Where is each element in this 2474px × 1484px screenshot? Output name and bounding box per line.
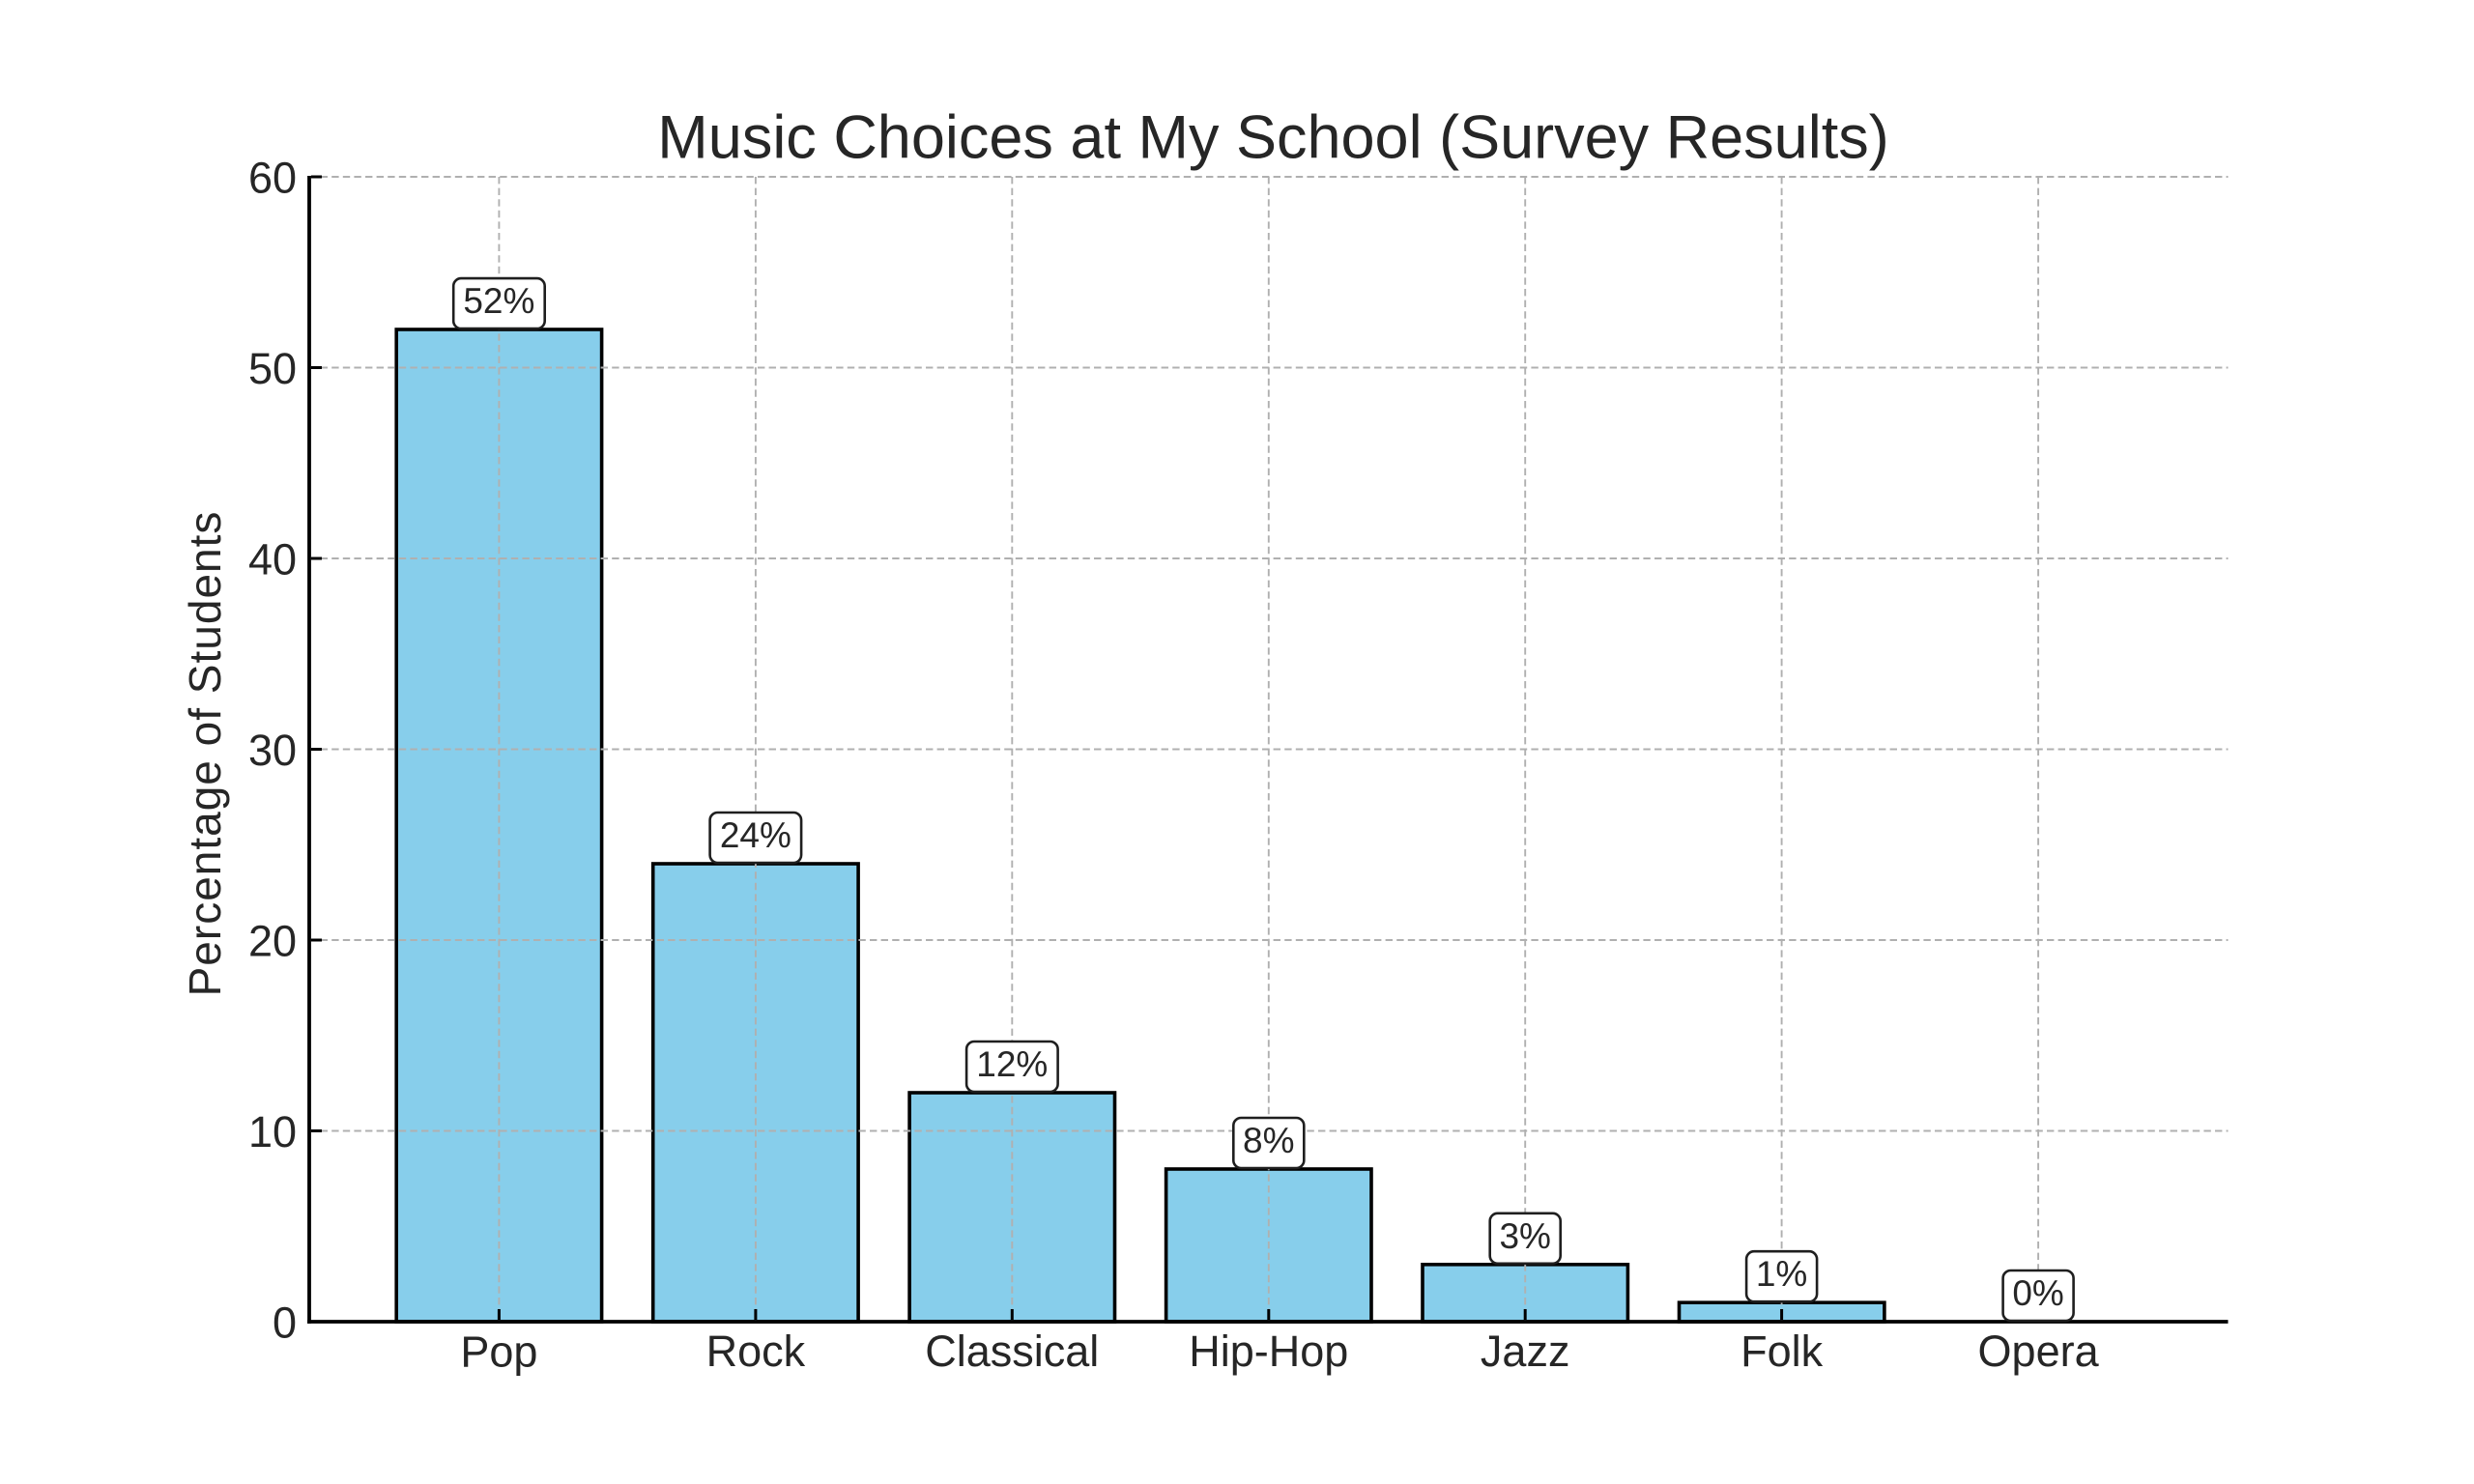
svg-text:52%: 52% <box>463 281 534 321</box>
svg-text:Pop: Pop <box>460 1327 537 1377</box>
svg-text:50: 50 <box>248 344 297 393</box>
svg-text:Hip-Hop: Hip-Hop <box>1189 1327 1348 1376</box>
svg-text:20: 20 <box>248 916 297 965</box>
svg-text:Folk: Folk <box>1740 1327 1824 1376</box>
svg-text:8%: 8% <box>1243 1121 1294 1160</box>
svg-text:10: 10 <box>248 1107 297 1156</box>
svg-text:30: 30 <box>248 726 297 775</box>
svg-text:Classical: Classical <box>925 1327 1099 1376</box>
svg-text:1%: 1% <box>1756 1254 1807 1294</box>
svg-text:Music Choices at My School (Su: Music Choices at My School (Survey Resul… <box>657 104 1888 172</box>
svg-text:Opera: Opera <box>1978 1327 2100 1376</box>
svg-text:Percentage of Students: Percentage of Students <box>180 511 230 997</box>
svg-text:12%: 12% <box>976 1044 1048 1084</box>
svg-text:60: 60 <box>248 153 297 202</box>
svg-text:3%: 3% <box>1499 1216 1550 1256</box>
svg-text:Jazz: Jazz <box>1481 1327 1570 1376</box>
svg-text:0: 0 <box>273 1298 297 1347</box>
svg-text:24%: 24% <box>720 815 791 855</box>
svg-text:Rock: Rock <box>706 1327 806 1376</box>
svg-text:0%: 0% <box>2012 1273 2063 1313</box>
svg-text:40: 40 <box>248 534 297 584</box>
